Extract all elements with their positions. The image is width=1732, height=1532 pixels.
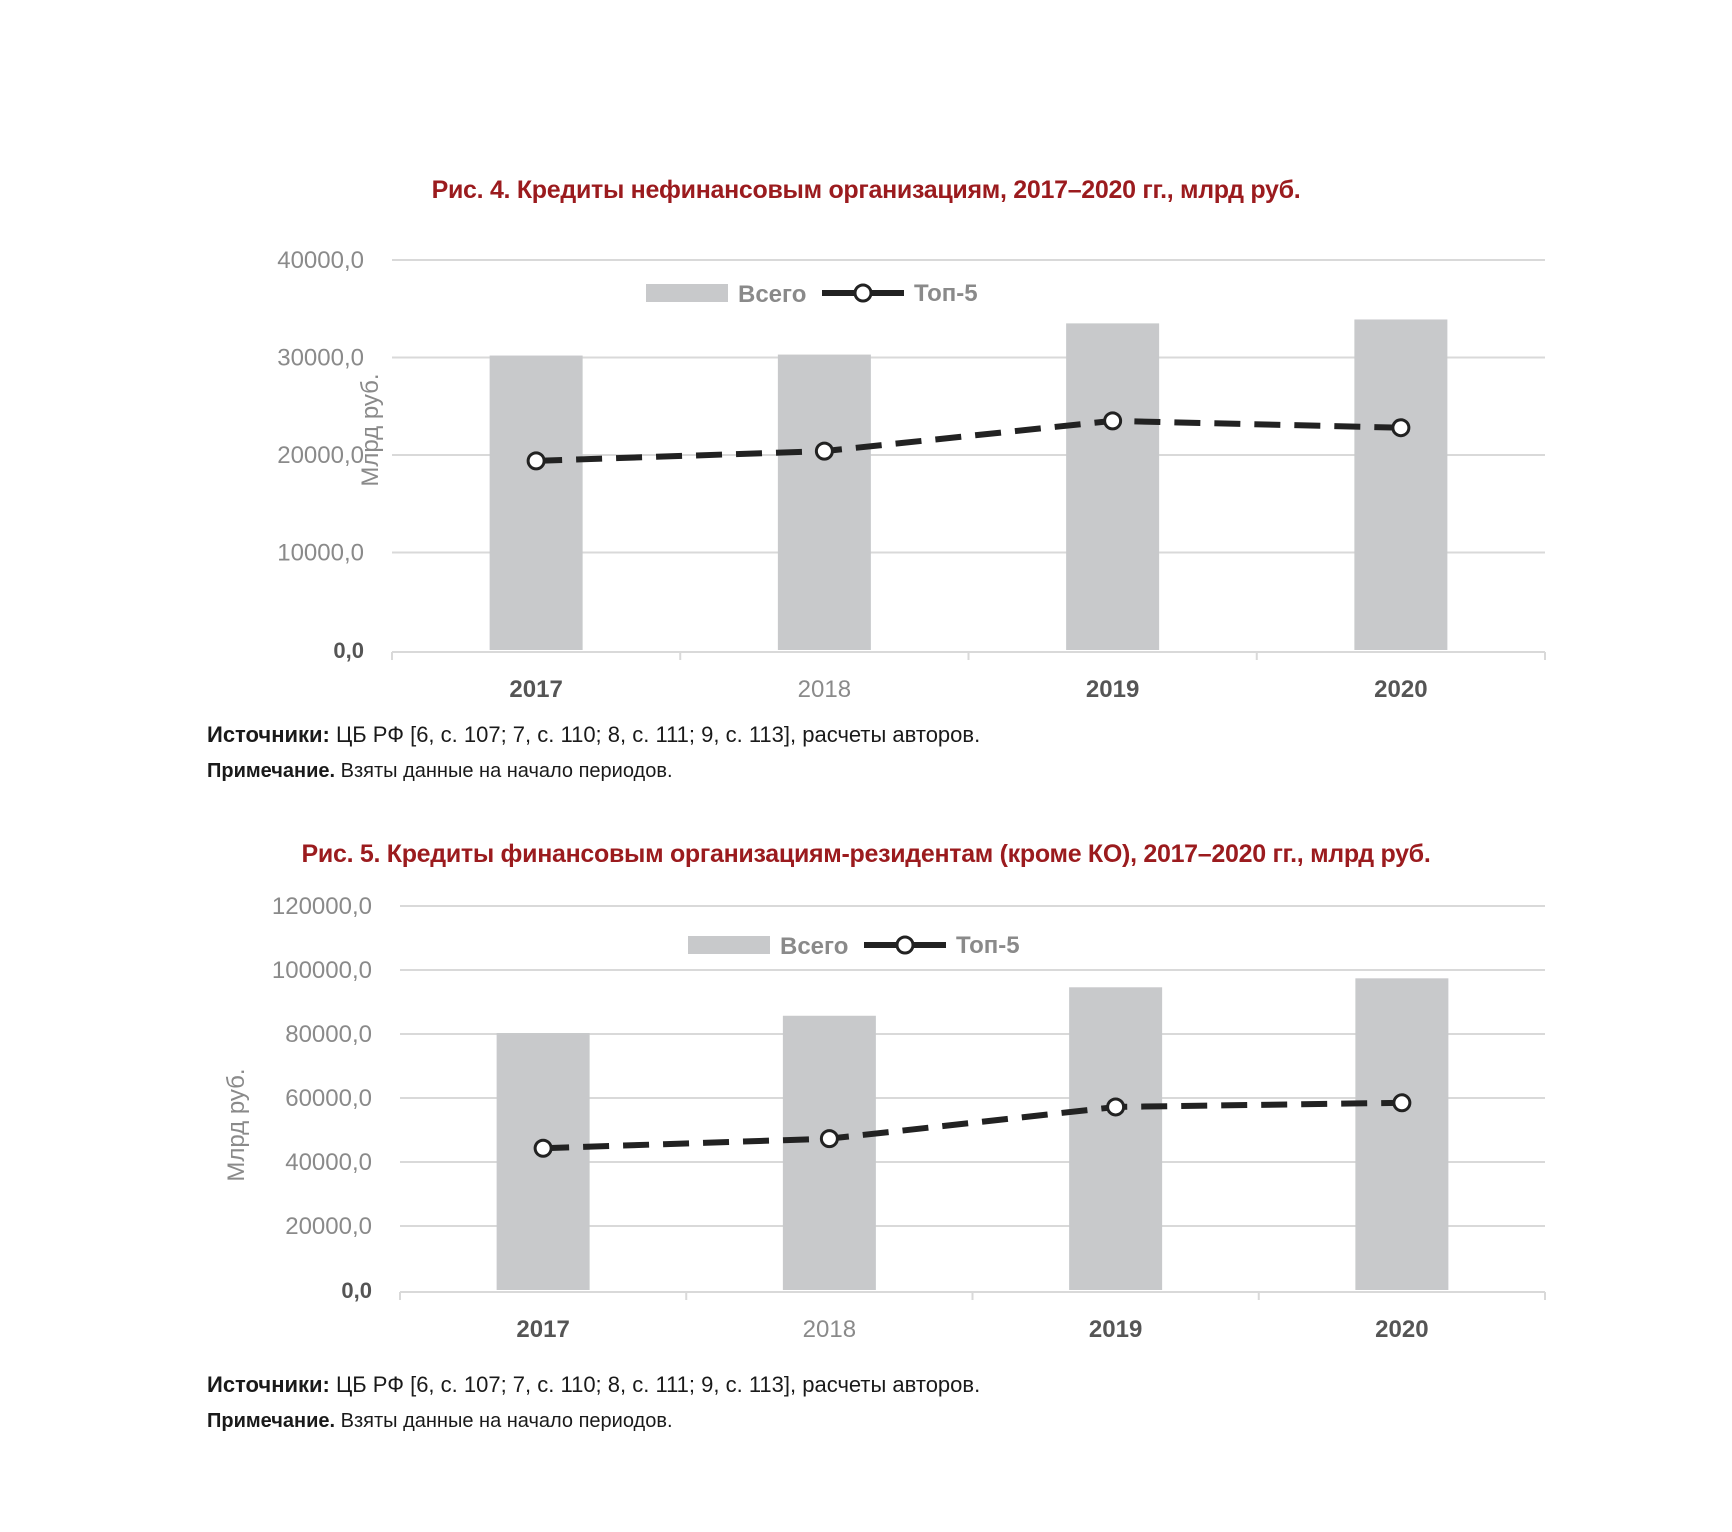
- note-label: Примечание.: [207, 760, 336, 782]
- figure-4-note: Примечание. Взяты данные на начало перио…: [207, 760, 673, 783]
- legend-swatch-bar: [688, 936, 770, 954]
- sources-label: Источники:: [207, 722, 330, 747]
- y-tick-label: 30000,0: [277, 345, 364, 372]
- x-tick-label: 2018: [798, 676, 851, 703]
- y-tick-label: 0,0: [341, 1278, 372, 1303]
- figure-5-sources: Источники: ЦБ РФ [6, с. 107; 7, с. 110; …: [207, 1372, 980, 1398]
- bar: [1354, 319, 1448, 650]
- y-tick-label: 100000,0: [272, 957, 372, 984]
- sources-text: ЦБ РФ [6, с. 107; 7, с. 110; 8, с. 111; …: [329, 722, 981, 747]
- sources-label: Источники:: [207, 1372, 330, 1397]
- figure-5-title: Рис. 5. Кредиты финансовым организациям-…: [301, 840, 1431, 868]
- x-tick-label: 2019: [1089, 1316, 1142, 1343]
- x-tick-label: 2020: [1375, 1316, 1428, 1343]
- bar: [1069, 987, 1163, 1290]
- legend-swatch-point: [853, 283, 873, 303]
- note-label: Примечание.: [207, 1410, 336, 1432]
- bar: [489, 355, 583, 650]
- series-point-top5: [526, 451, 546, 471]
- x-tick-label: 2017: [516, 1316, 569, 1343]
- series-point-top5: [1392, 1093, 1412, 1113]
- figure-5-chart: 0,0 20000,0 40000,0 60000,0 80000,0 100000,0 1…: [223, 893, 1546, 1343]
- legend-label-total: Всего: [738, 281, 806, 308]
- note-text: Взяты данные на начало периодов.: [335, 760, 673, 782]
- sources-text: ЦБ РФ [6, с. 107; 7, с. 110; 8, с. 111; …: [329, 1372, 981, 1397]
- series-point-top5: [1391, 418, 1411, 438]
- y-axis-title: Млрд руб.: [357, 373, 384, 486]
- bar: [496, 1033, 590, 1290]
- legend-label-top5: Топ-5: [956, 932, 1020, 959]
- x-tick-label: 2017: [509, 676, 562, 703]
- bar: [1355, 978, 1449, 1290]
- note-text: Взяты данные на начало периодов.: [335, 1410, 673, 1432]
- figure-4-chart: 0,0 10000,0 20000,0 30000,0 40000,0 Млрд руб.…: [277, 247, 1546, 703]
- series-point-top5: [819, 1129, 839, 1149]
- series-point-top5: [814, 441, 834, 461]
- series-point-top5: [1103, 411, 1123, 431]
- legend: Всего Топ-5: [646, 280, 978, 308]
- series-line-top5: [543, 1099, 1402, 1152]
- y-tick-label: 40000,0: [277, 247, 364, 274]
- x-tick-label: 2019: [1086, 676, 1139, 703]
- y-tick-label: 40000,0: [285, 1149, 372, 1176]
- y-tick-label: 20000,0: [285, 1213, 372, 1240]
- legend-label-top5: Топ-5: [914, 280, 978, 307]
- legend: Всего Топ-5: [688, 932, 1020, 960]
- bar: [777, 354, 871, 650]
- y-tick-label: 20000,0: [277, 442, 364, 469]
- bar: [782, 1015, 876, 1290]
- y-tick-label: 60000,0: [285, 1085, 372, 1112]
- series-line-top5: [536, 417, 1401, 464]
- legend-label-total: Всего: [780, 933, 848, 960]
- y-tick-label: 120000,0: [272, 893, 372, 920]
- x-tick-label: 2018: [803, 1316, 856, 1343]
- legend-swatch-point: [895, 935, 915, 955]
- y-tick-label: 10000,0: [277, 540, 364, 567]
- y-tick-label: 0,0: [333, 638, 364, 663]
- figure-4-title: Рис. 4. Кредиты нефинансовым организация…: [431, 176, 1301, 204]
- series-point-top5: [1106, 1097, 1126, 1117]
- x-tick-label: 2020: [1374, 676, 1427, 703]
- figure-4-sources: Источники: ЦБ РФ [6, с. 107; 7, с. 110; …: [207, 722, 980, 748]
- figure-5-note: Примечание. Взяты данные на начало перио…: [207, 1410, 673, 1433]
- bar: [1066, 323, 1160, 650]
- y-tick-label: 80000,0: [285, 1021, 372, 1048]
- legend-swatch-bar: [646, 284, 728, 302]
- y-axis-title: Млрд руб.: [223, 1068, 250, 1181]
- series-point-top5: [533, 1138, 553, 1158]
